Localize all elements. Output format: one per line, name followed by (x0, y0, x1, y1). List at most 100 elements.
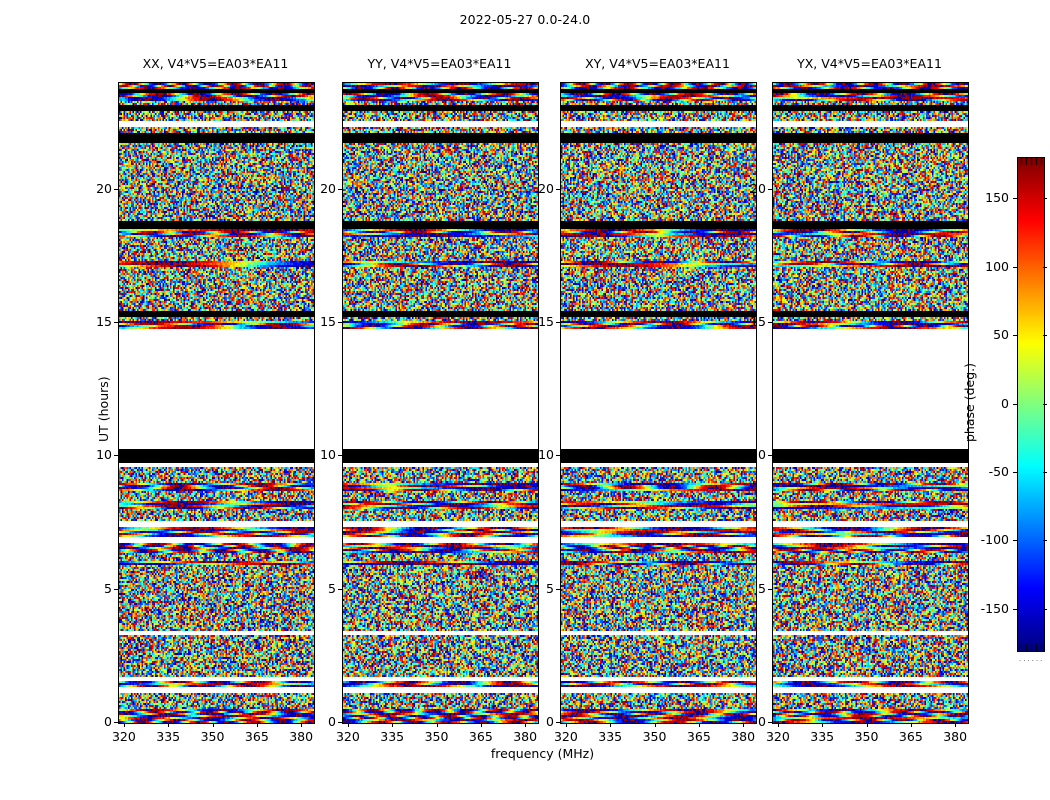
y-tick-mark (114, 455, 118, 457)
colorbar-tick-mark (1013, 198, 1017, 200)
colorbar-tick-mark (1013, 608, 1017, 610)
y-tick-label: 5 (546, 580, 554, 596)
x-tick-mark (743, 723, 745, 727)
y-tick-mark (556, 722, 560, 723)
colorbar-tick-mark (1013, 540, 1017, 542)
y-tick-mark (556, 188, 560, 190)
x-tick-label: 320 (553, 729, 578, 744)
colorbar-label: phase (deg.) (962, 362, 977, 442)
y-tick-mark (768, 188, 772, 190)
y-tick-mark (768, 322, 772, 323)
colorbar-tick-mark (1043, 198, 1047, 200)
y-tick-label: 20 (320, 180, 336, 196)
y-tick-mark (556, 588, 560, 590)
x-tick-label: 365 (244, 729, 269, 744)
x-tick-mark (525, 723, 527, 727)
x-tick-label: 380 (943, 729, 968, 744)
colorbar-tick-mark (1013, 471, 1017, 473)
heatmap-raster-yx (773, 83, 968, 723)
y-tick-mark (114, 188, 118, 190)
panel-title-yy: YY, V4*V5=EA03*EA11 (367, 56, 512, 71)
y-tick-label: 0 (328, 714, 336, 729)
y-tick-mark (114, 322, 118, 323)
x-tick-label: 380 (513, 729, 538, 744)
figure-suptitle: 2022-05-27 0.0-24.0 (459, 12, 591, 27)
y-tick-label: 10 (538, 447, 554, 463)
x-tick-mark (610, 723, 612, 727)
x-tick-mark (256, 723, 258, 727)
colorbar-tick-label: -100 (980, 532, 1009, 548)
colorbar-tick-mark (1043, 608, 1047, 610)
x-tick-mark (436, 723, 438, 727)
panel-title-xy: XY, V4*V5=EA03*EA11 (585, 56, 730, 71)
y-tick-label: 15 (96, 314, 112, 329)
y-tick-label: 15 (320, 314, 336, 329)
y-tick-label: 5 (104, 580, 112, 596)
y-tick-label: 0 (546, 714, 554, 729)
heatmap-panel-xy[interactable] (560, 82, 757, 724)
heatmap-panel-yx[interactable] (772, 82, 969, 724)
colorbar-tick-label: 0 (1001, 395, 1009, 411)
y-tick-label: 0 (758, 714, 766, 729)
y-tick-mark (768, 722, 772, 723)
x-tick-label: 350 (642, 729, 667, 744)
x-tick-mark (910, 723, 912, 727)
colorbar-footer-ticks: ...... (1019, 655, 1045, 663)
heatmap-panel-xx[interactable] (118, 82, 315, 724)
y-tick-label: 10 (750, 447, 766, 463)
x-tick-mark (565, 723, 567, 727)
x-tick-mark (392, 723, 394, 727)
panel-title-xx: XX, V4*V5=EA03*EA11 (142, 56, 289, 71)
y-tick-label: 5 (328, 580, 336, 596)
y-tick-mark (338, 588, 342, 590)
x-tick-label: 380 (731, 729, 756, 744)
colorbar-tick-mark (1013, 335, 1017, 337)
x-tick-mark (212, 723, 214, 727)
panel-title-yx: YX, V4*V5=EA03*EA11 (797, 56, 942, 71)
colorbar-tick-label: 100 (985, 258, 1009, 274)
x-axis-label: frequency (MHz) (490, 746, 595, 761)
colorbar (1017, 157, 1045, 652)
x-tick-label: 365 (468, 729, 493, 744)
x-tick-label: 350 (424, 729, 449, 744)
x-tick-label: 380 (289, 729, 314, 744)
x-tick-label: 320 (765, 729, 790, 744)
colorbar-tick-mark (1043, 540, 1047, 542)
x-tick-label: 365 (686, 729, 711, 744)
x-tick-label: 320 (111, 729, 136, 744)
heatmap-raster-xy (561, 83, 756, 723)
y-tick-mark (114, 588, 118, 590)
colorbar-tick-label: -150 (980, 600, 1009, 616)
heatmap-raster-xx (119, 83, 314, 723)
y-tick-mark (338, 722, 342, 723)
x-tick-mark (866, 723, 868, 727)
colorbar-tick-label: 50 (993, 327, 1009, 343)
y-tick-mark (556, 455, 560, 457)
x-tick-mark (822, 723, 824, 727)
x-tick-mark (654, 723, 656, 727)
colorbar-tick-mark (1043, 403, 1047, 405)
y-tick-mark (768, 455, 772, 457)
x-tick-mark (480, 723, 482, 727)
y-tick-label: 15 (750, 314, 766, 329)
x-tick-label: 335 (598, 729, 623, 744)
y-axis-label: UT (hours) (96, 376, 111, 442)
y-tick-mark (338, 455, 342, 457)
y-tick-mark (768, 588, 772, 590)
x-tick-mark (698, 723, 700, 727)
y-tick-label: 10 (320, 447, 336, 463)
x-tick-mark (955, 723, 957, 727)
y-tick-label: 20 (750, 180, 766, 196)
x-tick-label: 335 (380, 729, 405, 744)
x-tick-label: 335 (810, 729, 835, 744)
colorbar-tick-mark (1043, 335, 1047, 337)
colorbar-tick-mark (1013, 403, 1017, 405)
y-tick-mark (338, 322, 342, 323)
y-tick-label: 5 (758, 580, 766, 596)
y-tick-label: 15 (538, 314, 554, 329)
x-tick-mark (347, 723, 349, 727)
heatmap-panel-yy[interactable] (342, 82, 539, 724)
y-tick-mark (338, 188, 342, 190)
x-tick-mark (168, 723, 170, 727)
